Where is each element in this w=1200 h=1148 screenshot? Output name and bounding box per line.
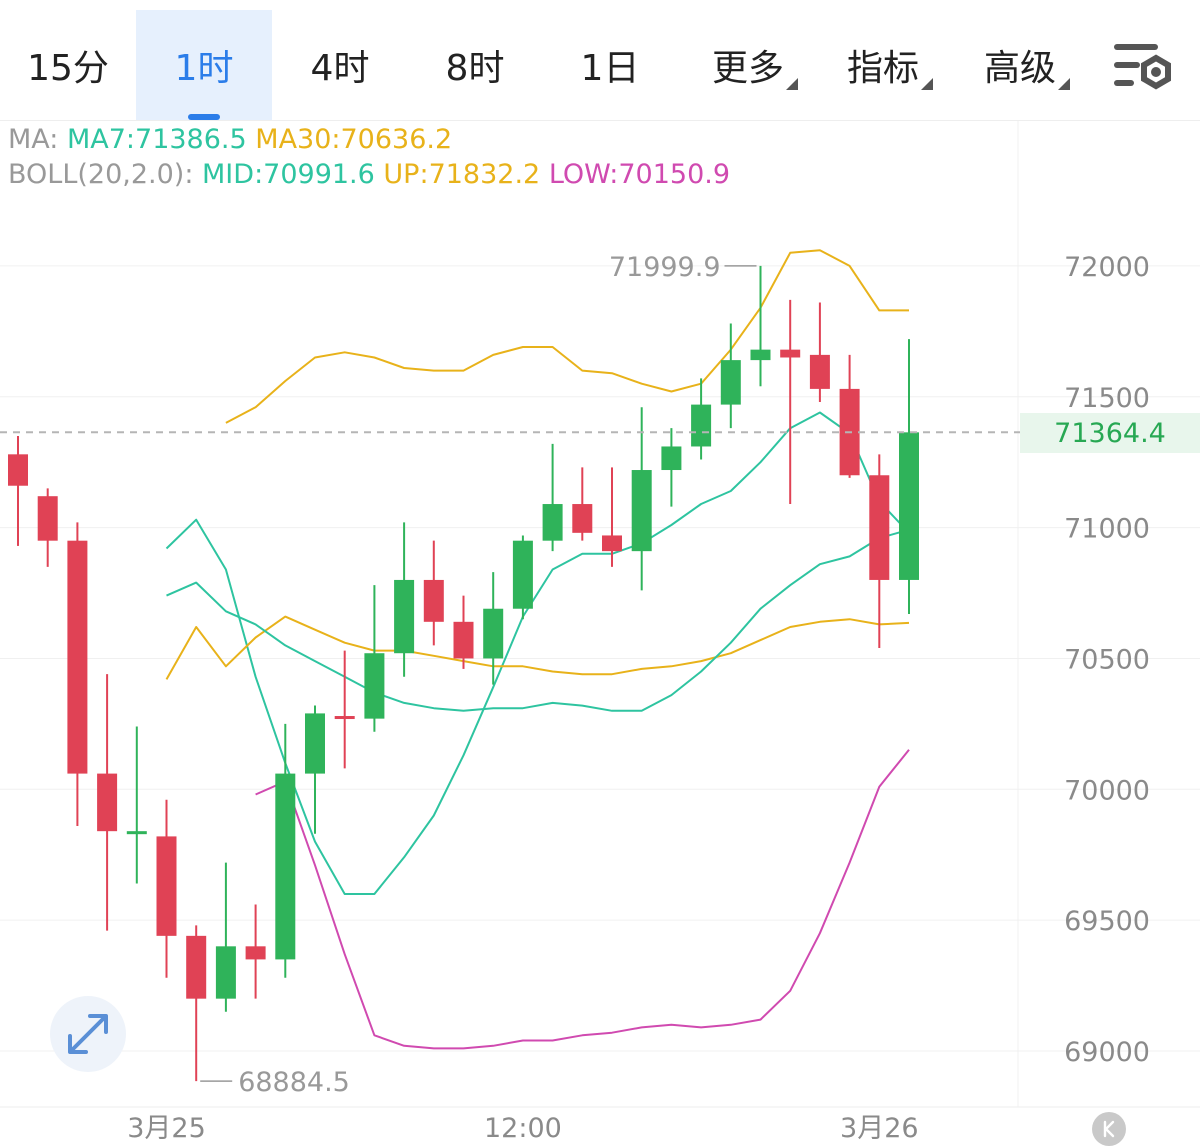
ma7-value: MA7:71386.5 — [66, 124, 247, 155]
tab-advanced[interactable]: 高级 — [952, 10, 1088, 120]
x-tick-label: 12:00 — [484, 1113, 562, 1144]
tab-8hour[interactable]: 8时 — [407, 10, 543, 120]
candle-down — [37, 496, 58, 541]
candle-up — [512, 540, 533, 609]
y-tick-label: 69000 — [1064, 1037, 1150, 1068]
candle-down — [423, 579, 444, 622]
timeframe-tabbar: 15分 1时 4时 8时 1日 更多 指标 高级 — [0, 0, 1200, 121]
candle-up — [215, 946, 236, 999]
expand-button[interactable] — [50, 996, 126, 1072]
candlestick-chart[interactable]: 69000 69500 70000 70500 71000 71500 72000 71999… — [0, 121, 1200, 1148]
tab-label: 15分 — [27, 48, 109, 89]
boll-up-value: UP:71832.2 — [383, 159, 541, 190]
y-tick-label: 70000 — [1064, 775, 1150, 806]
candle-up — [394, 579, 415, 654]
y-tick-label: 71000 — [1064, 514, 1150, 545]
candle-down — [869, 475, 890, 580]
y-tick-label: 69500 — [1064, 906, 1150, 937]
candle-down — [602, 535, 622, 552]
candle-up — [691, 404, 712, 447]
x-tick-label: 3月25 — [127, 1113, 206, 1144]
active-underline — [188, 114, 220, 120]
candle-down — [780, 349, 801, 358]
dropdown-corner-icon — [921, 78, 933, 90]
tab-15min[interactable]: 15分 — [0, 10, 136, 120]
tab-4hour[interactable]: 4时 — [272, 10, 408, 120]
y-tick-label: 70500 — [1064, 644, 1150, 675]
tab-indicators[interactable]: 指标 — [815, 10, 951, 120]
candle-down — [186, 935, 207, 999]
candle-down — [67, 540, 88, 774]
boll-legend-prefix: BOLL(20,2.0): — [8, 159, 203, 190]
tab-1hour[interactable]: 1时 — [136, 10, 272, 120]
candle-down — [245, 946, 266, 960]
candle-up — [720, 360, 741, 405]
chart-settings-icon[interactable] — [1110, 38, 1176, 98]
candle-up — [661, 446, 682, 471]
candle-up — [275, 773, 296, 960]
candle-down — [572, 504, 593, 533]
low-marker-label: 68884.5 — [238, 1067, 350, 1098]
boll-low-value: LOW:70150.9 — [548, 159, 731, 190]
candle-up — [364, 653, 385, 719]
candle-down — [334, 716, 355, 720]
tab-label: 高级 — [983, 48, 1056, 89]
series-line-ma30 — [165, 615, 910, 680]
tab-label: 4时 — [310, 48, 370, 89]
candle-up — [750, 349, 771, 361]
tab-label: 更多 — [711, 48, 784, 89]
current-price-tag: 71364.4 — [1020, 413, 1200, 453]
series-line-up — [225, 249, 909, 424]
tab-label: 8时 — [445, 48, 505, 89]
tab-more[interactable]: 更多 — [680, 10, 816, 120]
candle-down — [809, 354, 830, 389]
ma-legend-prefix: MA: — [8, 124, 67, 155]
y-tick-label: 71500 — [1064, 383, 1150, 414]
tab-label: 指标 — [846, 48, 919, 89]
candle-down — [453, 621, 474, 659]
series-line-mid — [166, 528, 910, 712]
candle-up — [542, 504, 563, 541]
kline-logo-button[interactable] — [1092, 1112, 1126, 1146]
series-line-low — [255, 749, 910, 1050]
candle-down — [156, 836, 177, 936]
candle-up — [126, 831, 147, 835]
candle-up — [631, 470, 652, 552]
candle-down — [8, 454, 28, 486]
tab-label: 1时 — [174, 48, 234, 89]
tab-label: 1日 — [580, 48, 640, 89]
current-price-value: 71364.4 — [1054, 417, 1166, 449]
candle-down — [97, 773, 118, 832]
x-tick-label: 3月26 — [840, 1113, 919, 1144]
candle-up — [483, 608, 504, 659]
ma-legend: MA: MA7:71386.5 MA30:70636.2 — [8, 124, 452, 155]
candle-up — [899, 432, 919, 580]
ma30-value: MA30:70636.2 — [255, 124, 453, 155]
high-marker-label: 71999.9 — [609, 252, 721, 283]
tab-1day[interactable]: 1日 — [542, 10, 678, 120]
expand-icon — [68, 1014, 108, 1054]
dropdown-corner-icon — [786, 78, 798, 90]
boll-legend: BOLL(20,2.0): MID:70991.6 UP:71832.2 LOW… — [8, 159, 730, 190]
y-tick-label: 72000 — [1064, 252, 1150, 283]
candle-up — [305, 713, 325, 774]
dropdown-corner-icon — [1058, 78, 1070, 90]
boll-mid-value: MID:70991.6 — [202, 159, 375, 190]
kline-k-icon — [1103, 1120, 1115, 1138]
